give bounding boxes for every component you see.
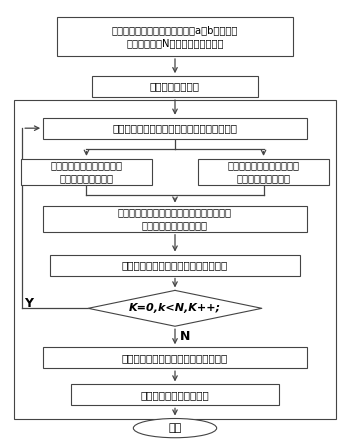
FancyBboxPatch shape xyxy=(50,255,300,275)
Text: 结束: 结束 xyxy=(168,423,182,433)
FancyBboxPatch shape xyxy=(57,17,293,56)
Text: 计算每条人工鱼初始食物浓度值（即信噪比）: 计算每条人工鱼初始食物浓度值（即信噪比） xyxy=(112,123,238,133)
Text: 变尺度双稳系统随机共振: 变尺度双稳系统随机共振 xyxy=(141,390,209,400)
Ellipse shape xyxy=(133,418,217,438)
FancyBboxPatch shape xyxy=(198,159,329,185)
Text: Y: Y xyxy=(24,297,33,310)
FancyBboxPatch shape xyxy=(43,117,307,139)
FancyBboxPatch shape xyxy=(92,76,258,97)
Text: 每条人工鱼执行聚群行为，
缺省行为为觅食行为: 每条人工鱼执行聚群行为， 缺省行为为觅食行为 xyxy=(50,160,122,183)
Text: K=0,k<N,K++;: K=0,k<N,K++; xyxy=(129,303,221,313)
Text: 比较两种行为结果，执行食物浓度值较大的
行为，否则随机移动一步: 比较两种行为结果，执行食物浓度值较大的 行为，否则随机移动一步 xyxy=(118,207,232,230)
Text: 输出人工鱼此时的状态即最优结构参数: 输出人工鱼此时的状态即最优结构参数 xyxy=(122,353,228,363)
Text: 预处理之后的信号: 预处理之后的信号 xyxy=(150,82,200,92)
FancyBboxPatch shape xyxy=(71,385,279,405)
FancyBboxPatch shape xyxy=(21,159,152,185)
FancyBboxPatch shape xyxy=(43,347,307,368)
Text: 每条人工鱼执行追尾行为，
缺省行为为觅食行为: 每条人工鱼执行追尾行为， 缺省行为为觅食行为 xyxy=(228,160,300,183)
FancyBboxPatch shape xyxy=(43,205,307,232)
Text: 初始化算法参数，双稳系统参数a、b的范围，
最大迭代次数N，选择效果评价函数: 初始化算法参数，双稳系统参数a、b的范围， 最大迭代次数N，选择效果评价函数 xyxy=(112,25,238,48)
Text: 以食物浓度值最大的人工鱼更新公告板: 以食物浓度值最大的人工鱼更新公告板 xyxy=(122,260,228,270)
Polygon shape xyxy=(88,290,262,326)
Text: N: N xyxy=(180,330,191,343)
